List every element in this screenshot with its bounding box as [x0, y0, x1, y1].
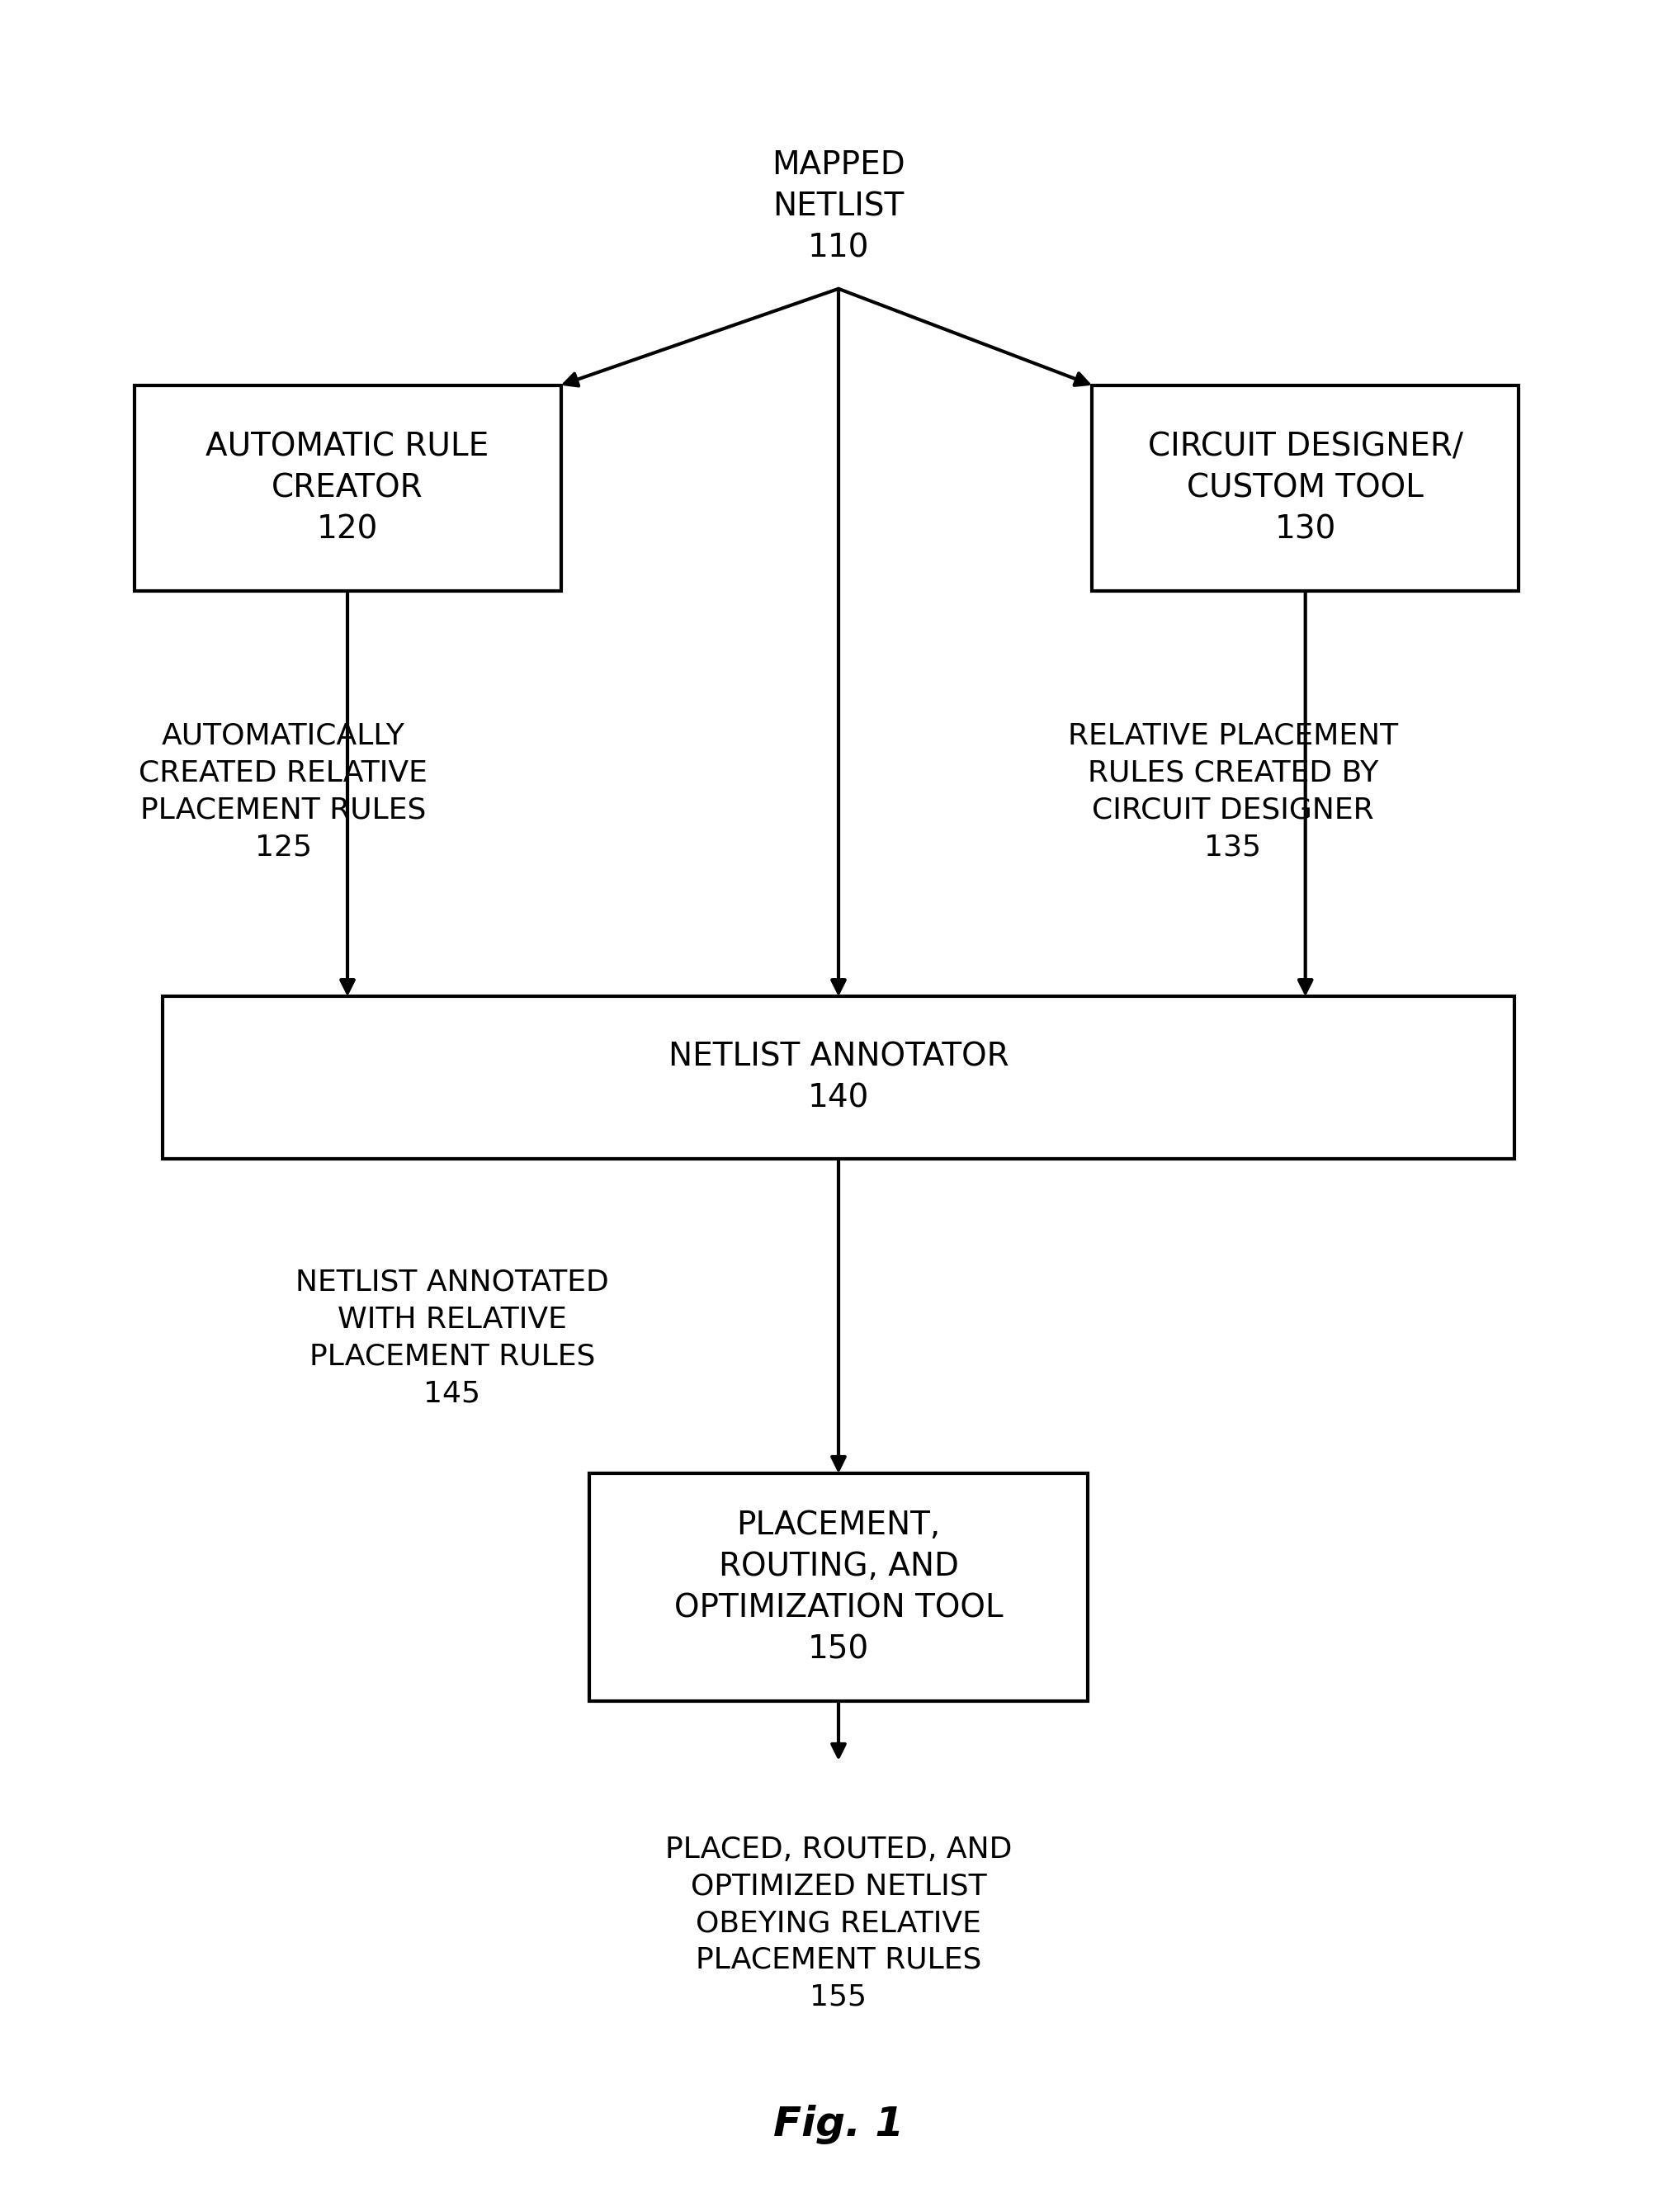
FancyBboxPatch shape — [589, 1473, 1088, 1701]
Text: PLACEMENT,
ROUTING, AND
OPTIMIZATION TOOL
150: PLACEMENT, ROUTING, AND OPTIMIZATION TOO… — [674, 1509, 1003, 1666]
Text: RELATIVE PLACEMENT
RULES CREATED BY
CIRCUIT DESIGNER
135: RELATIVE PLACEMENT RULES CREATED BY CIRC… — [1068, 721, 1399, 860]
Text: NETLIST ANNOTATED
WITH RELATIVE
PLACEMENT RULES
145: NETLIST ANNOTATED WITH RELATIVE PLACEMEN… — [295, 1267, 609, 1407]
Text: MAPPED
NETLIST
110: MAPPED NETLIST 110 — [771, 150, 906, 263]
FancyBboxPatch shape — [1092, 385, 1519, 591]
Text: PLACED, ROUTED, AND
OPTIMIZED NETLIST
OBEYING RELATIVE
PLACEMENT RULES
155: PLACED, ROUTED, AND OPTIMIZED NETLIST OB… — [666, 1836, 1011, 2011]
Text: NETLIST ANNOTATOR
140: NETLIST ANNOTATOR 140 — [667, 1042, 1010, 1115]
FancyBboxPatch shape — [163, 998, 1514, 1159]
Text: Fig. 1: Fig. 1 — [773, 2106, 904, 2146]
Text: AUTOMATIC RULE
CREATOR
120: AUTOMATIC RULE CREATOR 120 — [206, 431, 490, 544]
Text: AUTOMATICALLY
CREATED RELATIVE
PLACEMENT RULES
125: AUTOMATICALLY CREATED RELATIVE PLACEMENT… — [139, 721, 428, 860]
Text: CIRCUIT DESIGNER/
CUSTOM TOOL
130: CIRCUIT DESIGNER/ CUSTOM TOOL 130 — [1147, 431, 1462, 544]
FancyBboxPatch shape — [134, 385, 560, 591]
